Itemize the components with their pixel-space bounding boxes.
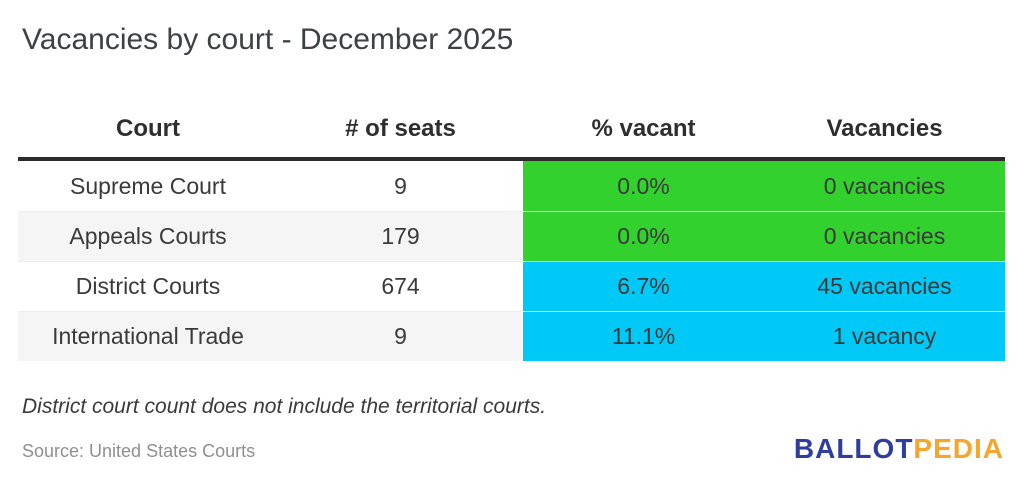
pct-vacant-cell: 0.0% <box>523 161 764 211</box>
pct-vacant-cell: 6.7% <box>523 262 764 311</box>
column-header-seats: # of seats <box>345 114 456 142</box>
seats-cell: 9 <box>278 312 523 361</box>
seats-cell: 674 <box>381 273 420 299</box>
seats-cell: 179 <box>278 212 523 261</box>
logo-text-ballot: BALLOT <box>793 433 914 464</box>
footnote: District court count does not include th… <box>22 395 547 418</box>
ballotpedia-logo: BALLOTPEDIA <box>794 433 1004 465</box>
page-title: Vacancies by court - December 2025 <box>22 23 514 56</box>
pct-vacant-cell: 0.0% <box>523 212 764 261</box>
table-row: Appeals Courts 179 0.0% 0 vacancies <box>18 211 1005 261</box>
court-name-cell: District Courts <box>75 273 221 299</box>
seats-cell: 9 <box>394 172 407 199</box>
vacancies-cell: 0 vacancies <box>764 212 1005 261</box>
logo-text-pedia: PEDIA <box>913 433 1004 464</box>
column-header-court: Court <box>116 114 180 142</box>
vacancies-cell: 1 vacancy <box>764 312 1005 361</box>
vacancies-cell: 0 vacancies <box>764 161 1005 211</box>
pct-vacant-cell: 11.1% <box>523 312 764 361</box>
column-header-pct-vacant: % vacant <box>591 114 696 142</box>
court-name-cell: International Trade <box>18 312 278 361</box>
source-attribution: Source: United States Courts <box>22 441 256 461</box>
vacancies-cell: 45 vacancies <box>764 262 1005 311</box>
table-row: International Trade 9 11.1% 1 vacancy <box>18 311 1005 361</box>
column-header-vacancies: Vacancies <box>826 114 943 142</box>
table-row: District Courts 674 6.7% 45 vacancies <box>18 261 1005 311</box>
vacancies-table: Court # of seats % vacant Vacancies Supr… <box>18 100 1005 361</box>
table-header-row: Court # of seats % vacant Vacancies <box>18 100 1005 161</box>
court-name-cell: Appeals Courts <box>18 212 278 261</box>
court-name-cell: Supreme Court <box>70 172 226 199</box>
table-row: Supreme Court 9 0.0% 0 vacancies <box>18 161 1005 211</box>
